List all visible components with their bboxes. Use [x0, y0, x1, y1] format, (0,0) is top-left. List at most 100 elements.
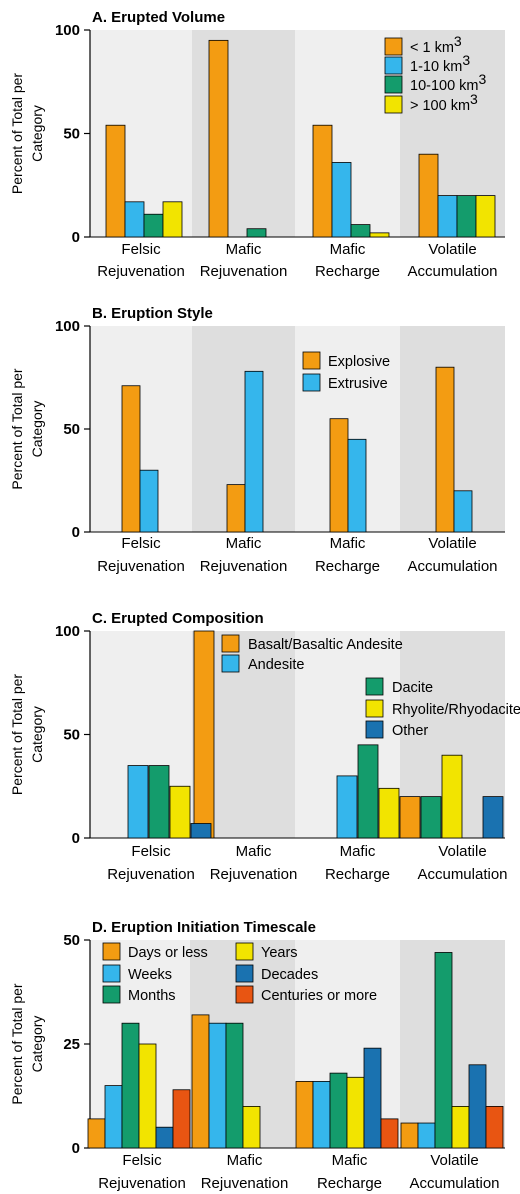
legend-swatch	[221, 654, 240, 673]
bar	[169, 785, 191, 839]
chart-panel-2: 0 50 100 B. Eruption Style Percent of Total …	[9, 305, 505, 575]
bar	[329, 1072, 348, 1149]
legend-label: Explosive	[328, 354, 390, 370]
legend-swatch	[221, 634, 240, 653]
legend-label: Centuries or more	[261, 988, 377, 1004]
bar	[105, 124, 126, 238]
legend-swatch	[102, 964, 121, 983]
x-tick-label: Mafic	[330, 535, 366, 552]
x-tick-label: Mafic	[340, 843, 376, 860]
y-axis-label: Percent of Total per	[9, 73, 25, 194]
x-tick-label: Mafic	[226, 535, 262, 552]
legend-label-text: > 100 km	[410, 98, 470, 114]
x-tick-label: Felsic	[131, 843, 171, 860]
bar	[208, 1022, 227, 1149]
x-tick-label: Felsic	[122, 1152, 162, 1169]
x-tick-label: Accumulation	[409, 1175, 499, 1192]
bar	[143, 213, 164, 238]
bar	[363, 1047, 382, 1149]
y-axis-label: Category	[29, 1016, 45, 1073]
x-tick-label: Felsic	[121, 535, 161, 552]
bar	[468, 1064, 487, 1149]
y-tick-label: 100	[55, 623, 80, 640]
x-tick-label: Recharge	[317, 1175, 382, 1192]
x-tick-label: Rejuvenation	[201, 1175, 289, 1192]
bar	[420, 796, 442, 839]
bar	[193, 630, 215, 839]
bar	[226, 484, 246, 533]
y-axis-label: Category	[29, 105, 45, 162]
x-tick-label: Accumulation	[407, 558, 497, 575]
bar	[87, 1118, 106, 1149]
legend-swatch	[235, 942, 254, 961]
bar	[124, 201, 145, 238]
x-tick-label: Felsic	[121, 241, 161, 258]
legend-swatch	[365, 677, 384, 696]
legend-swatch	[102, 985, 121, 1004]
legend-swatch	[384, 95, 403, 114]
bar	[400, 1122, 419, 1149]
legend-label: 1-10 km3	[410, 52, 470, 75]
legend-swatch	[384, 56, 403, 75]
legend-label: Decades	[261, 967, 318, 983]
y-tick-label: 0	[72, 524, 80, 541]
bar	[138, 1043, 157, 1149]
legend-label: Years	[261, 945, 298, 961]
bar	[451, 1106, 470, 1149]
y-tick-label: 50	[63, 727, 80, 744]
legend-swatch	[102, 942, 121, 961]
legend-swatch	[365, 720, 384, 739]
y-tick-label: 50	[63, 932, 80, 949]
legend-swatch	[384, 37, 403, 56]
legend-swatch	[365, 699, 384, 718]
x-tick-label: Mafic	[227, 1152, 263, 1169]
bar	[434, 952, 453, 1149]
bar	[336, 775, 358, 839]
y-axis-label: Percent of Total per	[9, 674, 25, 795]
x-tick-label: Rejuvenation	[97, 263, 185, 280]
bar	[139, 469, 159, 533]
legend-label: Extrusive	[328, 376, 388, 392]
x-tick-label: Recharge	[325, 866, 390, 883]
y-tick-label: 0	[72, 1140, 80, 1157]
y-axis-label: Category	[29, 706, 45, 763]
bar	[456, 195, 477, 238]
legend-label: Dacite	[392, 680, 433, 696]
legend-label: Months	[128, 988, 176, 1004]
x-tick-label: Volatile	[430, 1152, 478, 1169]
x-tick-label: Rejuvenation	[97, 558, 185, 575]
bar	[475, 195, 496, 238]
bar	[347, 438, 367, 533]
bar	[225, 1022, 244, 1149]
bar	[453, 490, 473, 533]
bar	[399, 796, 421, 839]
legend-swatch	[302, 373, 321, 392]
legend-label: Basalt/Basaltic Andesite	[248, 637, 403, 653]
legend-label-superscript: 3	[462, 52, 470, 68]
bar	[435, 366, 455, 533]
bar	[441, 754, 463, 839]
x-tick-label: Rejuvenation	[200, 263, 288, 280]
bar	[312, 1081, 331, 1149]
bar	[369, 232, 390, 238]
legend-label: Weeks	[128, 967, 172, 983]
bar	[329, 418, 349, 533]
bar	[208, 39, 229, 238]
bar	[485, 1106, 504, 1149]
x-tick-label: Rejuvenation	[210, 866, 298, 883]
x-tick-label: Recharge	[315, 263, 380, 280]
y-tick-label: 25	[63, 1036, 80, 1053]
legend-label-superscript: 3	[470, 91, 478, 107]
bar	[155, 1126, 174, 1149]
bar	[357, 744, 379, 839]
chart-title: B. Eruption Style	[92, 305, 213, 322]
bar	[380, 1118, 399, 1149]
y-tick-label: 0	[72, 229, 80, 246]
y-tick-label: 100	[55, 318, 80, 335]
chart-title: A. Erupted Volume	[92, 9, 225, 26]
chart-title: D. Eruption Initiation Timescale	[92, 919, 316, 936]
legend-label: Andesite	[248, 657, 304, 673]
chart-panel-4: 0 25 50 D. Eruption Initiation Timescale Per…	[9, 919, 505, 1192]
